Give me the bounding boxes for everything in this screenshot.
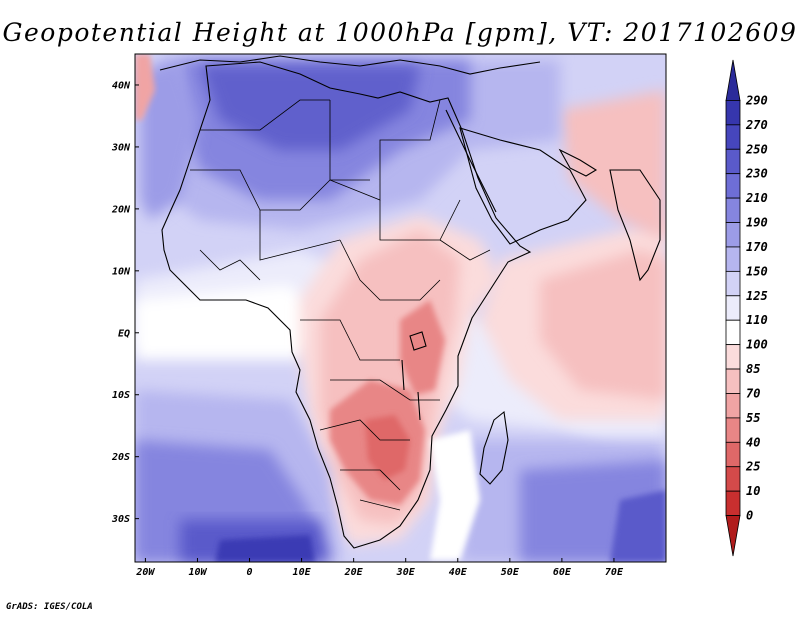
colorbar-swatch-12 (725, 368, 741, 394)
field-middle-east-pink (560, 90, 666, 240)
colorbar-swatch-8 (725, 270, 741, 297)
persian-gulf (558, 148, 598, 177)
field-mozambique-white (430, 430, 480, 560)
colorbar-label: 110 (746, 313, 768, 327)
colorbar-swatch-16 (725, 466, 741, 492)
colorbar: 2902702502302101901701501251101008570554… (725, 59, 768, 557)
colorbar-swatch-10 (725, 319, 741, 346)
colorbar-bottom-arrow (725, 515, 741, 557)
field-arabian-sea-pink (540, 250, 666, 400)
colorbar-swatch-6 (725, 222, 741, 248)
field-white-band (135, 285, 330, 360)
colorbar-label: 150 (746, 264, 768, 278)
colorbar-swatch-14 (725, 417, 741, 443)
colorbar-label: 250 (745, 142, 768, 156)
plot-frame (134, 53, 667, 563)
colorbar-label: 100 (746, 338, 768, 352)
field-south-indian-deep (610, 490, 666, 562)
red-sea (445, 109, 497, 213)
colorbar-label: 85 (746, 362, 760, 376)
field-africa-red-deep (365, 415, 410, 480)
colorbar-swatch-4 (725, 173, 741, 199)
india-coastline (609, 169, 661, 282)
lon-tick-label: 20E (344, 567, 364, 578)
lat-tick-label: 10S (112, 390, 130, 401)
colorbar-swatch-13 (725, 393, 741, 419)
colorbar-label: 0 (746, 509, 753, 523)
colorbar-swatch-5 (725, 197, 741, 223)
field-west-atlantic-blue (140, 60, 200, 220)
lat-tick-label: EQ (118, 328, 130, 339)
coastlines (159, 55, 661, 549)
colorbar-label: 190 (746, 216, 768, 230)
colorbar-label: 40 (746, 435, 760, 449)
lat-tick-label: 20N (111, 204, 131, 215)
lat-tick-label: 30N (111, 142, 131, 153)
lon-tick-label: 50E (501, 567, 520, 578)
colorbar-swatch-1 (725, 100, 741, 126)
colorbar-label: 55 (746, 411, 760, 425)
lon-tick-label: 40E (449, 567, 468, 578)
colorbar-label: 230 (745, 167, 768, 181)
africa-coastline (161, 61, 532, 549)
colorbar-swatch-7 (725, 246, 741, 272)
lon-tick-label: 20W (135, 567, 155, 578)
arabia-coastline (459, 127, 587, 245)
colorbar-label: 10 (746, 484, 760, 498)
colorbar-swatch-15 (725, 441, 741, 468)
lat-tick-label: 30S (111, 514, 130, 525)
lat-tick-label: 40N (112, 80, 131, 91)
lon-tick-label: 0 (247, 567, 253, 578)
lat-tick-label: 20S (111, 452, 130, 463)
colorbar-top-arrow (725, 59, 741, 101)
lat-tick-label: 10N (112, 266, 131, 277)
lon-tick-label: 60E (553, 567, 572, 578)
colorbar-swatch-3 (725, 148, 741, 175)
lon-tick-label: 70E (605, 567, 624, 578)
latitude-axis: 40N 30N 20N 10N EQ 10S 20S 30S (111, 80, 139, 525)
colorbar-label: 210 (745, 191, 768, 205)
field-northwest-pink (135, 54, 155, 120)
lon-tick-label: 10E (293, 567, 312, 578)
colorbar-label: 290 (745, 93, 768, 107)
colorbar-label: 270 (745, 118, 768, 132)
colorbar-label: 125 (746, 289, 768, 303)
lon-tick-label: 10W (188, 567, 207, 578)
rift-lakes (401, 359, 421, 421)
victoria-lake (409, 331, 427, 351)
field-sahara-deep-blue (200, 65, 420, 150)
colorbar-swatch-2 (725, 124, 741, 150)
europe-coastline (159, 55, 541, 75)
height-field (135, 54, 666, 562)
colorbar-label: 25 (745, 460, 760, 474)
madagascar-coastline (479, 410, 509, 485)
map-title: Geopotential Height at 1000hPa [gpm], VT… (2, 18, 798, 47)
colorbar-swatch-9 (725, 295, 741, 321)
lon-tick-label: 30E (396, 567, 416, 578)
colorbar-label: 170 (746, 240, 768, 254)
colorbar-label: 70 (746, 386, 760, 400)
field-south-atlantic-core (215, 535, 315, 562)
country-borders (190, 99, 491, 511)
longitude-axis: 20W 10W 0 10E 20E 30E 40E 50E 60E 70E (135, 558, 624, 578)
grads-credit: GrADS: IGES/COLA (6, 602, 93, 612)
colorbar-swatch-17 (725, 490, 741, 516)
colorbar-swatch-11 (725, 344, 741, 370)
